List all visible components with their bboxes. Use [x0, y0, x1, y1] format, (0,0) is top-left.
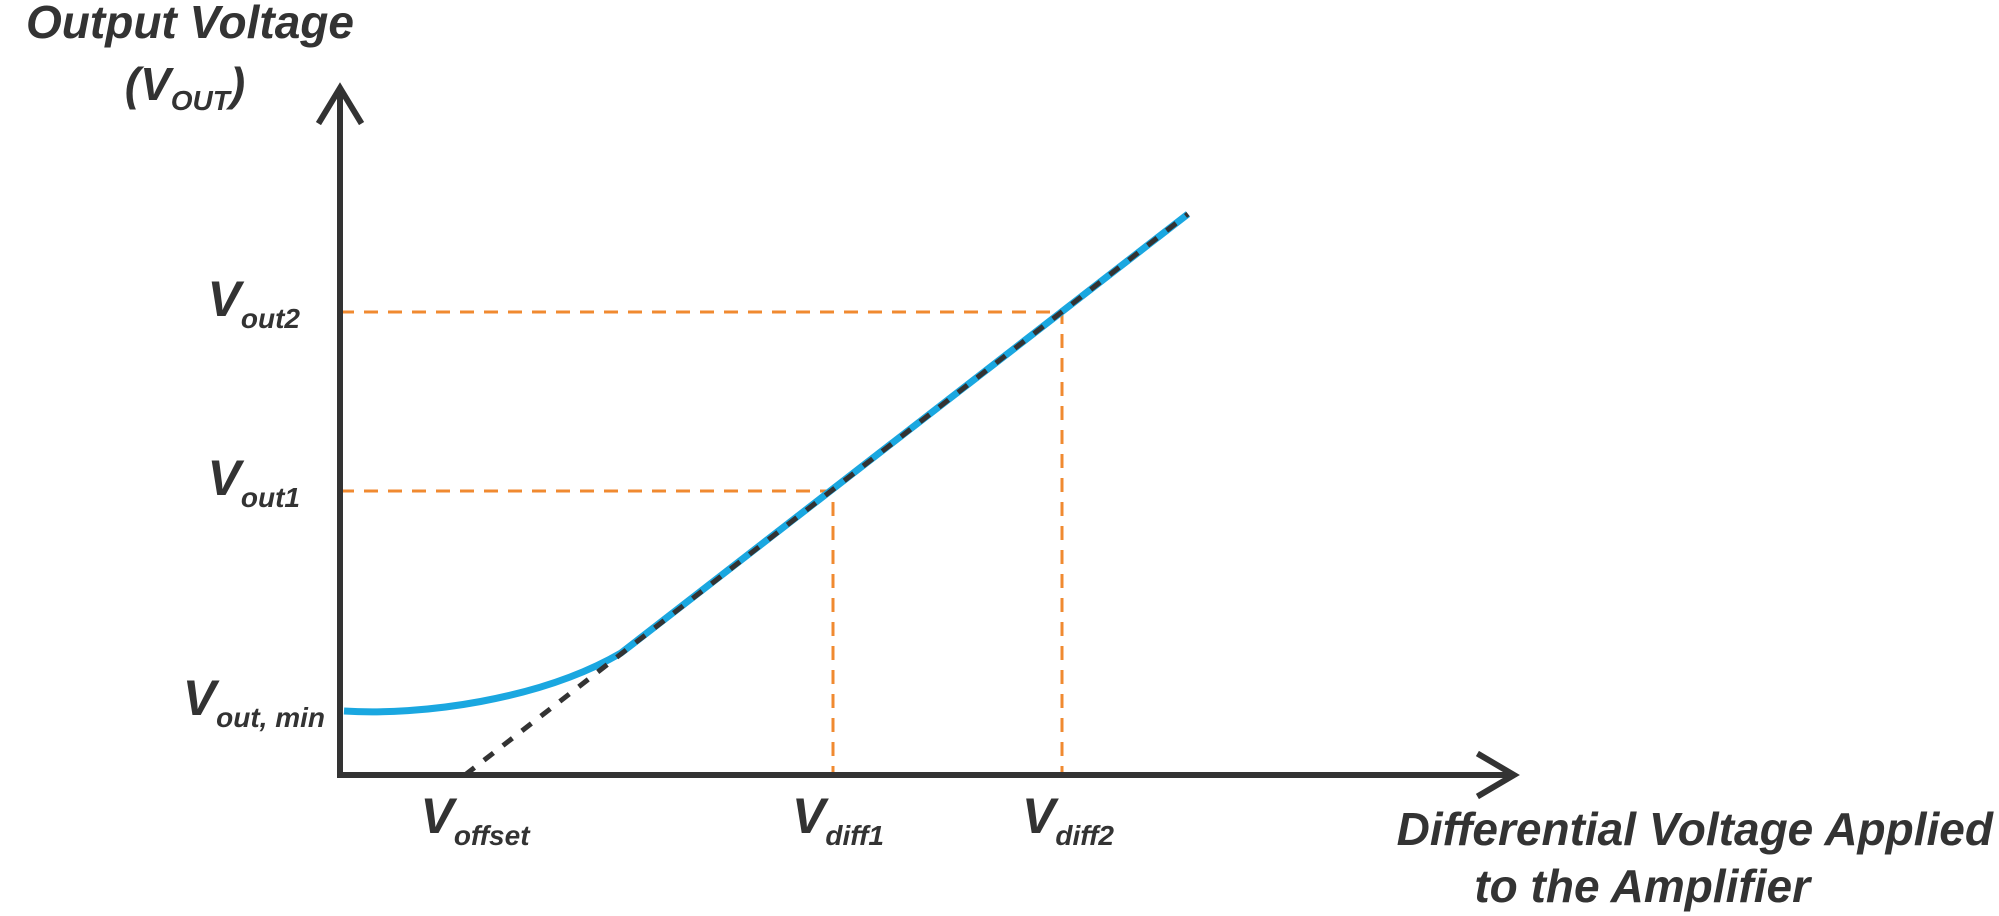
y-label-sub: out1 [241, 482, 300, 513]
x-label-sub: offset [454, 820, 531, 851]
extrapolation-line [463, 212, 1190, 777]
y-label-main: V [208, 450, 245, 506]
x-title-2: to the Amplifier [1474, 860, 1812, 912]
y-arrow [315, 82, 365, 126]
guide-vout1 [340, 489, 835, 775]
x-title: Differential Voltage Applied [1397, 803, 1994, 855]
y-title-sub: OUT [171, 85, 233, 116]
y-title-2: (VOUT) [125, 58, 245, 116]
y-title: Output Voltage [26, 0, 354, 48]
x-label-main: V [1022, 788, 1059, 844]
response-curve [343, 211, 1191, 716]
x-label: Vdiff1 [792, 788, 884, 851]
y-title-pre: (V [125, 58, 174, 110]
y-label: Vout2 [208, 271, 301, 334]
y-label: Vout, min [183, 670, 325, 733]
y-title-post: ) [225, 58, 245, 110]
x-label-main: V [420, 788, 457, 844]
x-label: Voffset [420, 788, 531, 851]
y-label-sub: out, min [216, 702, 325, 733]
y-label-main: V [183, 670, 220, 726]
x-label-sub: diff1 [825, 820, 884, 851]
y-label: Vout1 [208, 450, 300, 513]
x-label-sub: diff2 [1055, 820, 1114, 851]
y-label-main: V [208, 271, 245, 327]
x-arrow [1475, 750, 1520, 800]
x-label-main: V [792, 788, 829, 844]
x-label: Vdiff2 [1022, 788, 1114, 851]
y-label-sub: out2 [241, 303, 301, 334]
